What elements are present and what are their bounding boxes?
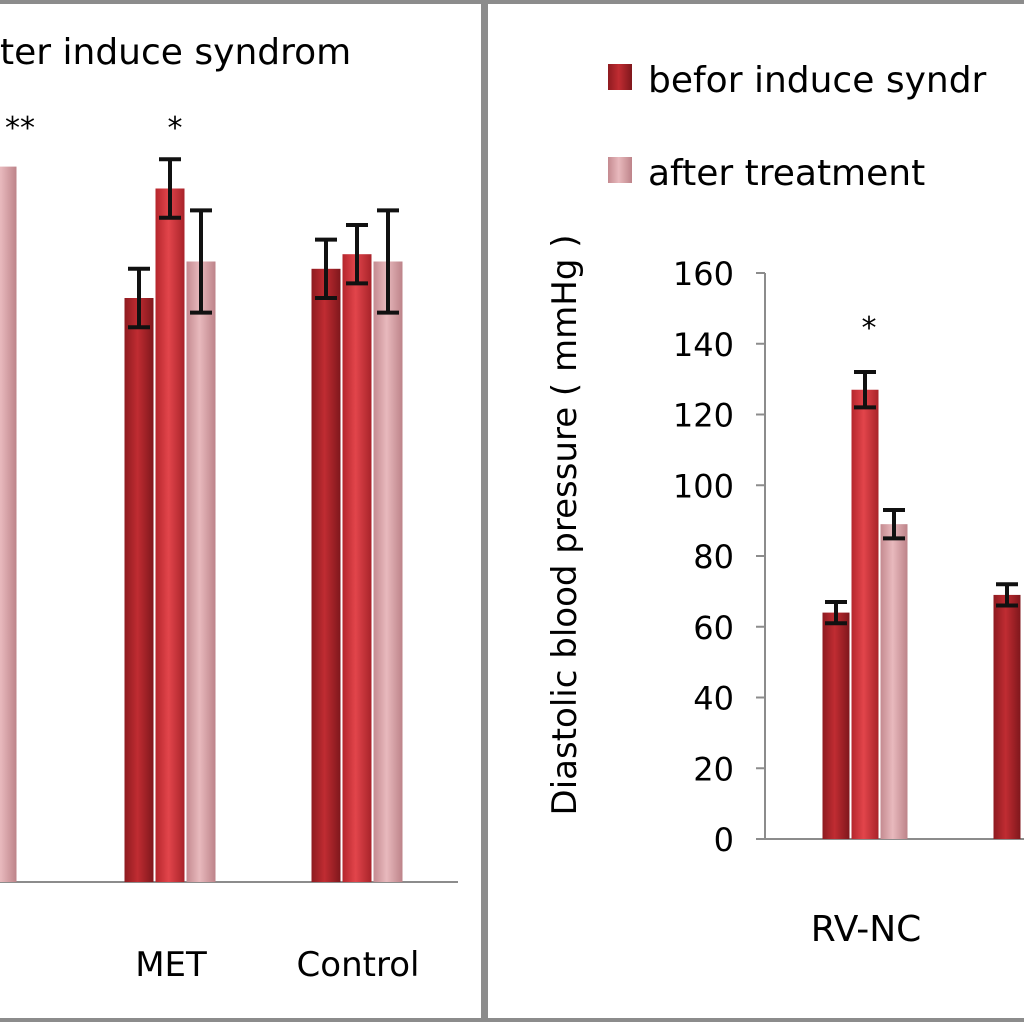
left-legend-fragment: ter induce syndrom [0,32,351,73]
left-significance-NC: ** [5,111,35,146]
right-bar-RV-NC-s0 [822,612,850,839]
left-bars [0,166,403,883]
left-bar-Control-s2 [373,261,403,882]
left-bar-NC-s2 [0,166,17,883]
legend-swatch-after-treatment [608,157,632,183]
left-bar-Control-s1 [342,254,372,882]
y-tick-label-140: 140 [673,326,734,364]
legend-label-after-treatment: after treatment [648,153,925,194]
y-tick-label-100: 100 [673,467,734,505]
right-error-bar-RV-NC-s0 [825,599,847,626]
right-error-bar-RV-NC-s2 [883,508,905,541]
legend-swatch-before-induce [608,64,632,90]
left-bar-Control-s0 [311,268,341,882]
right-y-ticks: 0 20 40 60 80 100 120 140 160 [673,255,765,859]
right-bars [822,389,1021,839]
left-category-label-Control: Control [297,945,420,985]
left-error-bar-MET-s2 [190,208,212,315]
legend-label-before-induce: befor induce syndr [648,60,987,101]
left-error-bar-Control-s1 [346,223,368,286]
right-annotations: * [862,311,877,346]
y-axis-label: Diastolic blood pressure ( mmHg ) [545,235,585,816]
right-error-bar-RV-NC-s1 [854,370,876,410]
right-legend: befor induce syndr after treatment [608,60,987,194]
right-significance-RV-NC: * [862,311,877,346]
right-bar-RV-NC-s2 [880,524,908,839]
left-significance-MET: * [168,111,183,146]
left-category-labels: ICMETControl [135,945,420,985]
left-bar-MET-s1 [155,188,185,882]
left-error-bar-Control-s2 [377,208,399,315]
right-error-bar-R-s0 [996,582,1018,608]
left-annotations: ** * [5,111,183,146]
right-bar-R-s0 [993,594,1021,839]
y-tick-label-40: 40 [693,680,734,718]
left-bar-MET-s2 [186,261,216,882]
left-error-bar-MET-s1 [159,157,181,220]
left-error-bar-Control-s0 [315,237,337,300]
y-tick-label-60: 60 [693,609,734,647]
y-tick-label-160: 160 [673,255,734,293]
left-bar-MET-s0 [124,298,154,882]
right-category-label-RV-NC: RV-NC [811,909,922,950]
y-tick-label-80: 80 [693,538,734,576]
y-tick-label-20: 20 [693,750,734,788]
right-chart-panel: Diastolic blood pressure ( mmHg ) befor … [484,0,1024,1022]
right-error-bars [825,370,1018,626]
right-category-labels: RV-NCR [811,909,922,950]
left-category-label-MET: MET [135,945,207,985]
y-tick-label-0: 0 [714,821,734,859]
left-chart-panel: ter induce syndrom *** ICMETControl [0,0,485,1022]
right-panel-border [484,0,1024,1022]
right-bar-RV-NC-s1 [851,389,879,839]
left-error-bar-MET-s0 [128,266,150,330]
y-tick-label-120: 120 [673,397,734,435]
left-error-bars [128,157,399,330]
left-panel-border [0,0,485,1022]
